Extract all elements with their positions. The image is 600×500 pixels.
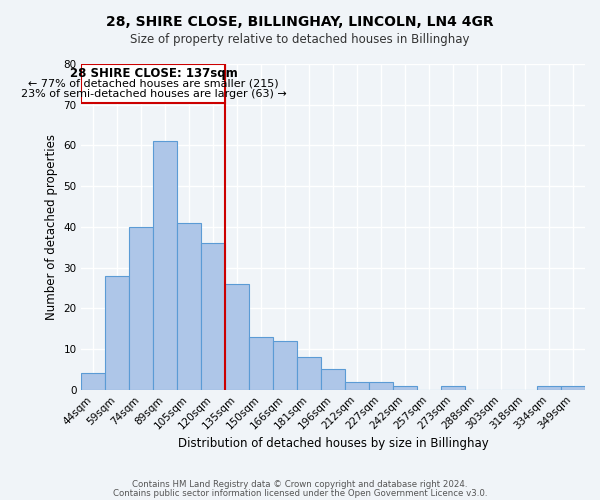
Text: 28 SHIRE CLOSE: 137sqm: 28 SHIRE CLOSE: 137sqm	[70, 68, 237, 80]
Bar	[106, 276, 130, 390]
Bar	[345, 382, 369, 390]
Bar	[249, 337, 273, 390]
Bar	[226, 284, 249, 390]
Bar	[297, 357, 321, 390]
Text: 23% of semi-detached houses are larger (63) →: 23% of semi-detached houses are larger (…	[20, 89, 286, 99]
Text: Contains HM Land Registry data © Crown copyright and database right 2024.: Contains HM Land Registry data © Crown c…	[132, 480, 468, 489]
Text: Size of property relative to detached houses in Billinghay: Size of property relative to detached ho…	[130, 32, 470, 46]
Bar	[369, 382, 393, 390]
FancyBboxPatch shape	[82, 64, 226, 102]
Text: 28, SHIRE CLOSE, BILLINGHAY, LINCOLN, LN4 4GR: 28, SHIRE CLOSE, BILLINGHAY, LINCOLN, LN…	[106, 15, 494, 29]
Bar	[82, 374, 106, 390]
Bar	[441, 386, 465, 390]
Bar	[178, 223, 202, 390]
Text: ← 77% of detached houses are smaller (215): ← 77% of detached houses are smaller (21…	[28, 78, 278, 88]
Bar	[561, 386, 585, 390]
Bar	[202, 243, 226, 390]
X-axis label: Distribution of detached houses by size in Billinghay: Distribution of detached houses by size …	[178, 437, 488, 450]
Bar	[537, 386, 561, 390]
Bar	[154, 142, 178, 390]
Bar	[393, 386, 417, 390]
Bar	[130, 227, 154, 390]
Text: Contains public sector information licensed under the Open Government Licence v3: Contains public sector information licen…	[113, 488, 487, 498]
Bar	[273, 341, 297, 390]
Bar	[321, 370, 345, 390]
Y-axis label: Number of detached properties: Number of detached properties	[45, 134, 58, 320]
